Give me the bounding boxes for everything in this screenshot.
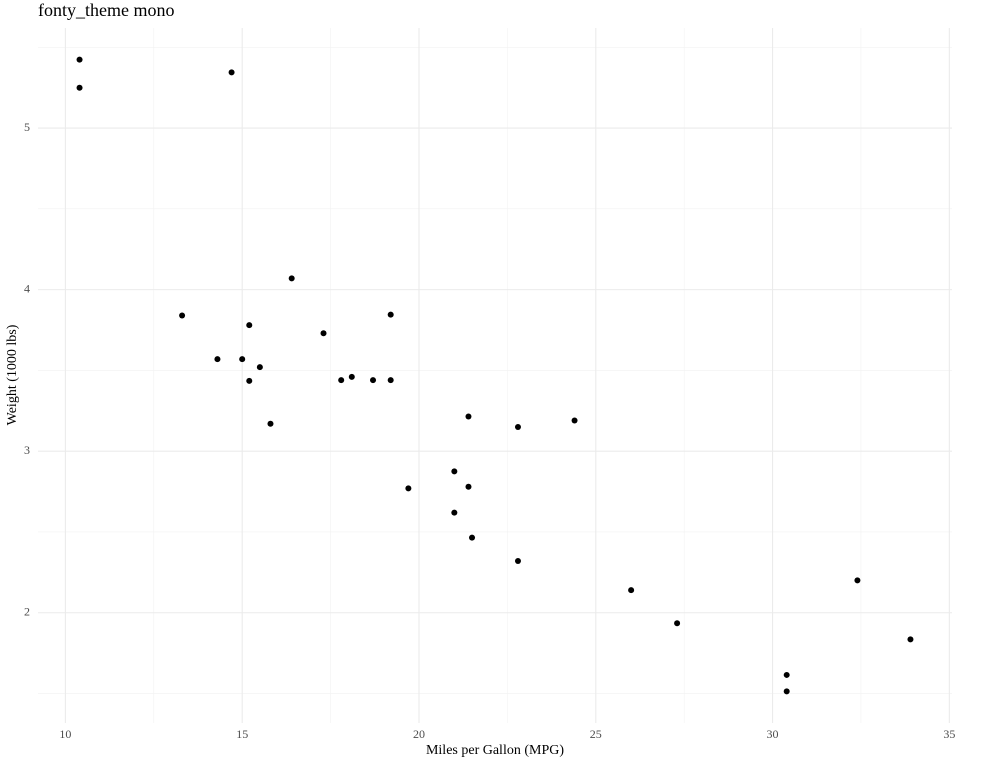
point [76,56,83,63]
point [370,377,377,384]
point [628,587,635,594]
y-tick-label: 5 [24,120,30,134]
point [514,558,521,565]
point [451,509,458,516]
x-tick-label: 35 [943,727,955,741]
y-axis-title: Weight (1000 lbs) [5,324,20,425]
point [783,688,790,695]
y-tick-label: 2 [24,604,30,618]
point [469,534,476,541]
x-tick-label: 10 [59,727,71,741]
point [76,84,83,91]
y-tick-label: 3 [24,443,30,457]
point [256,364,263,371]
point [214,356,221,363]
point [387,377,394,384]
point [674,620,681,627]
point [465,413,472,420]
point [320,330,327,337]
point [514,423,521,430]
chart-title: fonty_theme mono [38,0,174,20]
point [246,322,253,329]
point [783,671,790,678]
point [405,485,412,492]
point [179,312,186,319]
x-tick-label: 30 [767,727,779,741]
point [267,420,274,427]
point [451,468,458,475]
point [571,417,578,424]
y-tick-label: 4 [24,281,30,295]
point [907,636,914,643]
point [348,373,355,380]
x-tick-label: 15 [236,727,248,741]
point [246,377,253,384]
x-axis-title: Miles per Gallon (MPG) [426,743,564,758]
point [338,377,345,384]
point [288,275,295,282]
point [465,483,472,490]
point [228,69,235,76]
x-tick-label: 20 [413,727,425,741]
point [239,356,246,363]
point [854,577,861,584]
x-tick-label: 25 [590,727,602,741]
point [387,311,394,318]
